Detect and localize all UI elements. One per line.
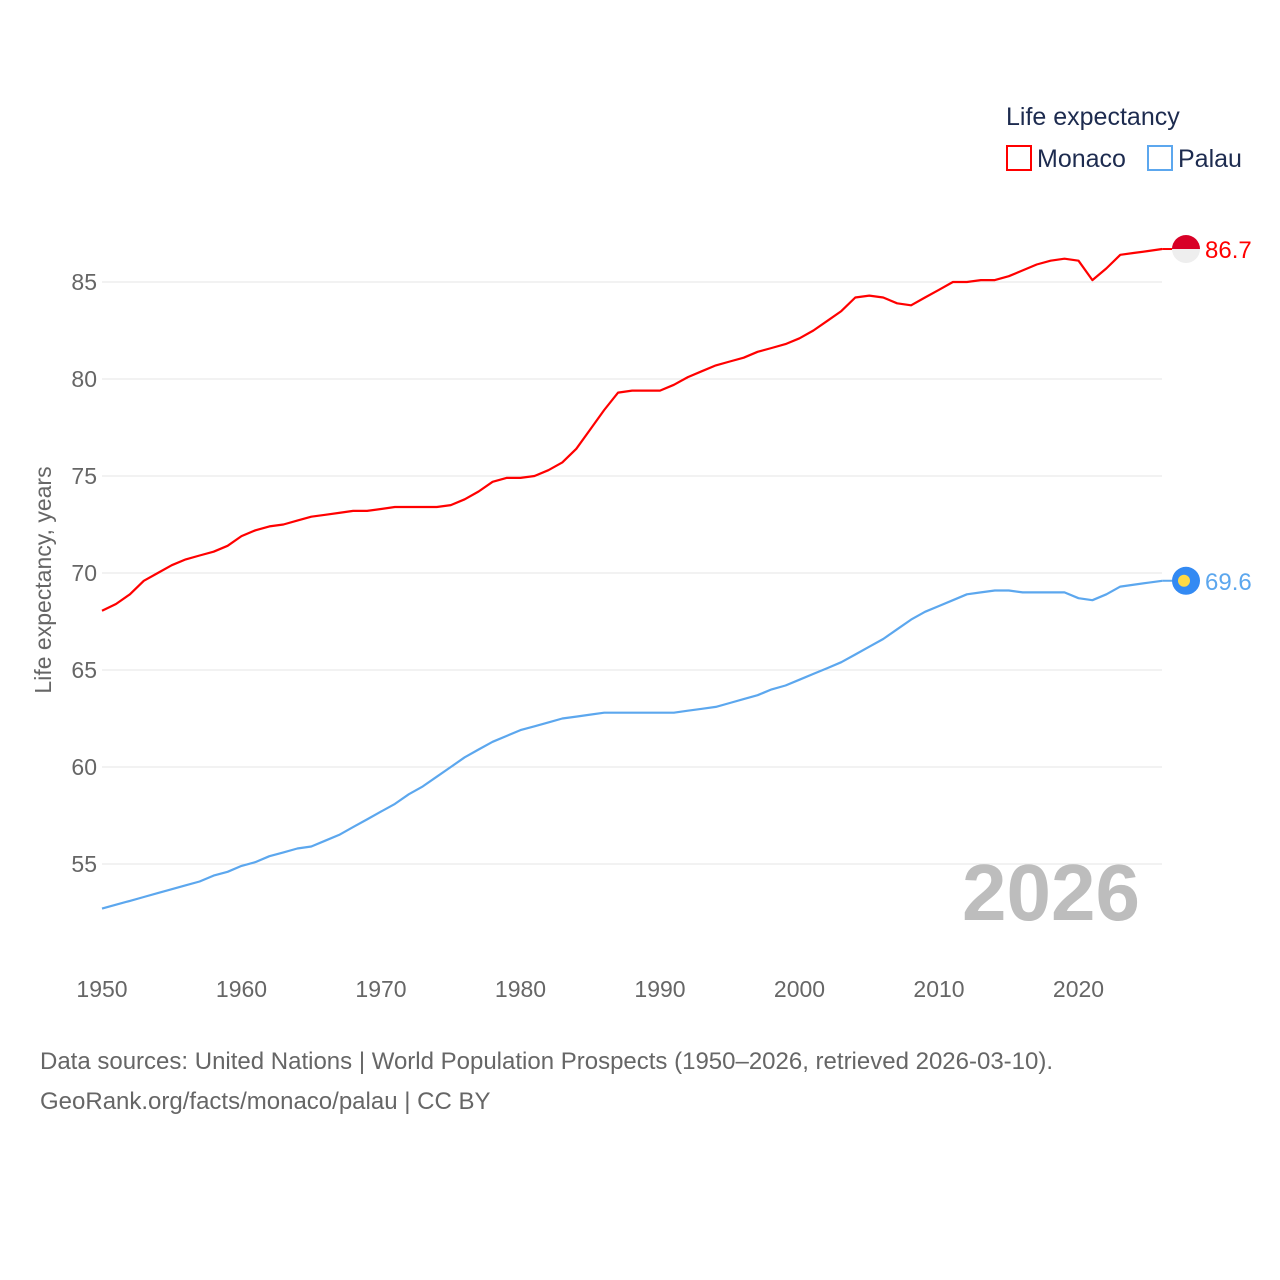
line-chart: 55 60 65 70 75 80 85 1950 1960 1970 1980 1990 2000 2… bbox=[30, 103, 1252, 1002]
year-watermark: 2026 bbox=[962, 848, 1140, 937]
source-line: Data sources: United Nations | World Pop… bbox=[40, 1048, 1054, 1075]
x-tick-label: 1970 bbox=[355, 976, 406, 1002]
x-tick-label: 2000 bbox=[774, 976, 825, 1002]
end-value-label-monaco: 86.7 bbox=[1205, 237, 1252, 264]
monaco-flag-icon bbox=[1172, 235, 1200, 264]
y-tick-label: 60 bbox=[71, 754, 97, 780]
y-tick-label: 55 bbox=[71, 851, 97, 877]
x-tick-label: 2020 bbox=[1053, 976, 1104, 1002]
x-tick-label: 2010 bbox=[913, 976, 964, 1002]
x-tick-label: 1990 bbox=[634, 976, 685, 1002]
source-link[interactable]: GeoRank.org/facts/monaco/palau | CC BY bbox=[40, 1088, 491, 1115]
x-tick-label: 1960 bbox=[216, 976, 267, 1002]
source-note: Data sources: United Nations | World Pop… bbox=[40, 1042, 1053, 1122]
y-tick-label: 85 bbox=[71, 269, 97, 295]
legend-swatch-monaco[interactable] bbox=[1006, 145, 1032, 171]
end-value-label-palau: 69.6 bbox=[1205, 569, 1252, 596]
series-line-monaco[interactable] bbox=[101, 247, 1163, 612]
palau-flag-icon bbox=[1172, 566, 1200, 595]
x-tick-label: 1980 bbox=[495, 976, 546, 1002]
series-line-palau[interactable] bbox=[101, 579, 1163, 910]
legend-label-monaco[interactable]: Monaco bbox=[1037, 145, 1126, 173]
y-tick-label: 75 bbox=[71, 463, 97, 489]
x-tick-label: 1950 bbox=[76, 976, 127, 1002]
legend: Life expectancy Monaco Palau bbox=[1006, 103, 1242, 173]
y-tick-label: 80 bbox=[71, 366, 97, 392]
legend-title: Life expectancy bbox=[1006, 103, 1180, 131]
legend-label-palau[interactable]: Palau bbox=[1178, 145, 1242, 173]
legend-swatch-palau[interactable] bbox=[1147, 145, 1173, 171]
y-tick-label: 70 bbox=[71, 560, 97, 586]
y-axis-label: Life expectancy, years bbox=[30, 466, 56, 693]
y-tick-label: 65 bbox=[71, 657, 97, 683]
